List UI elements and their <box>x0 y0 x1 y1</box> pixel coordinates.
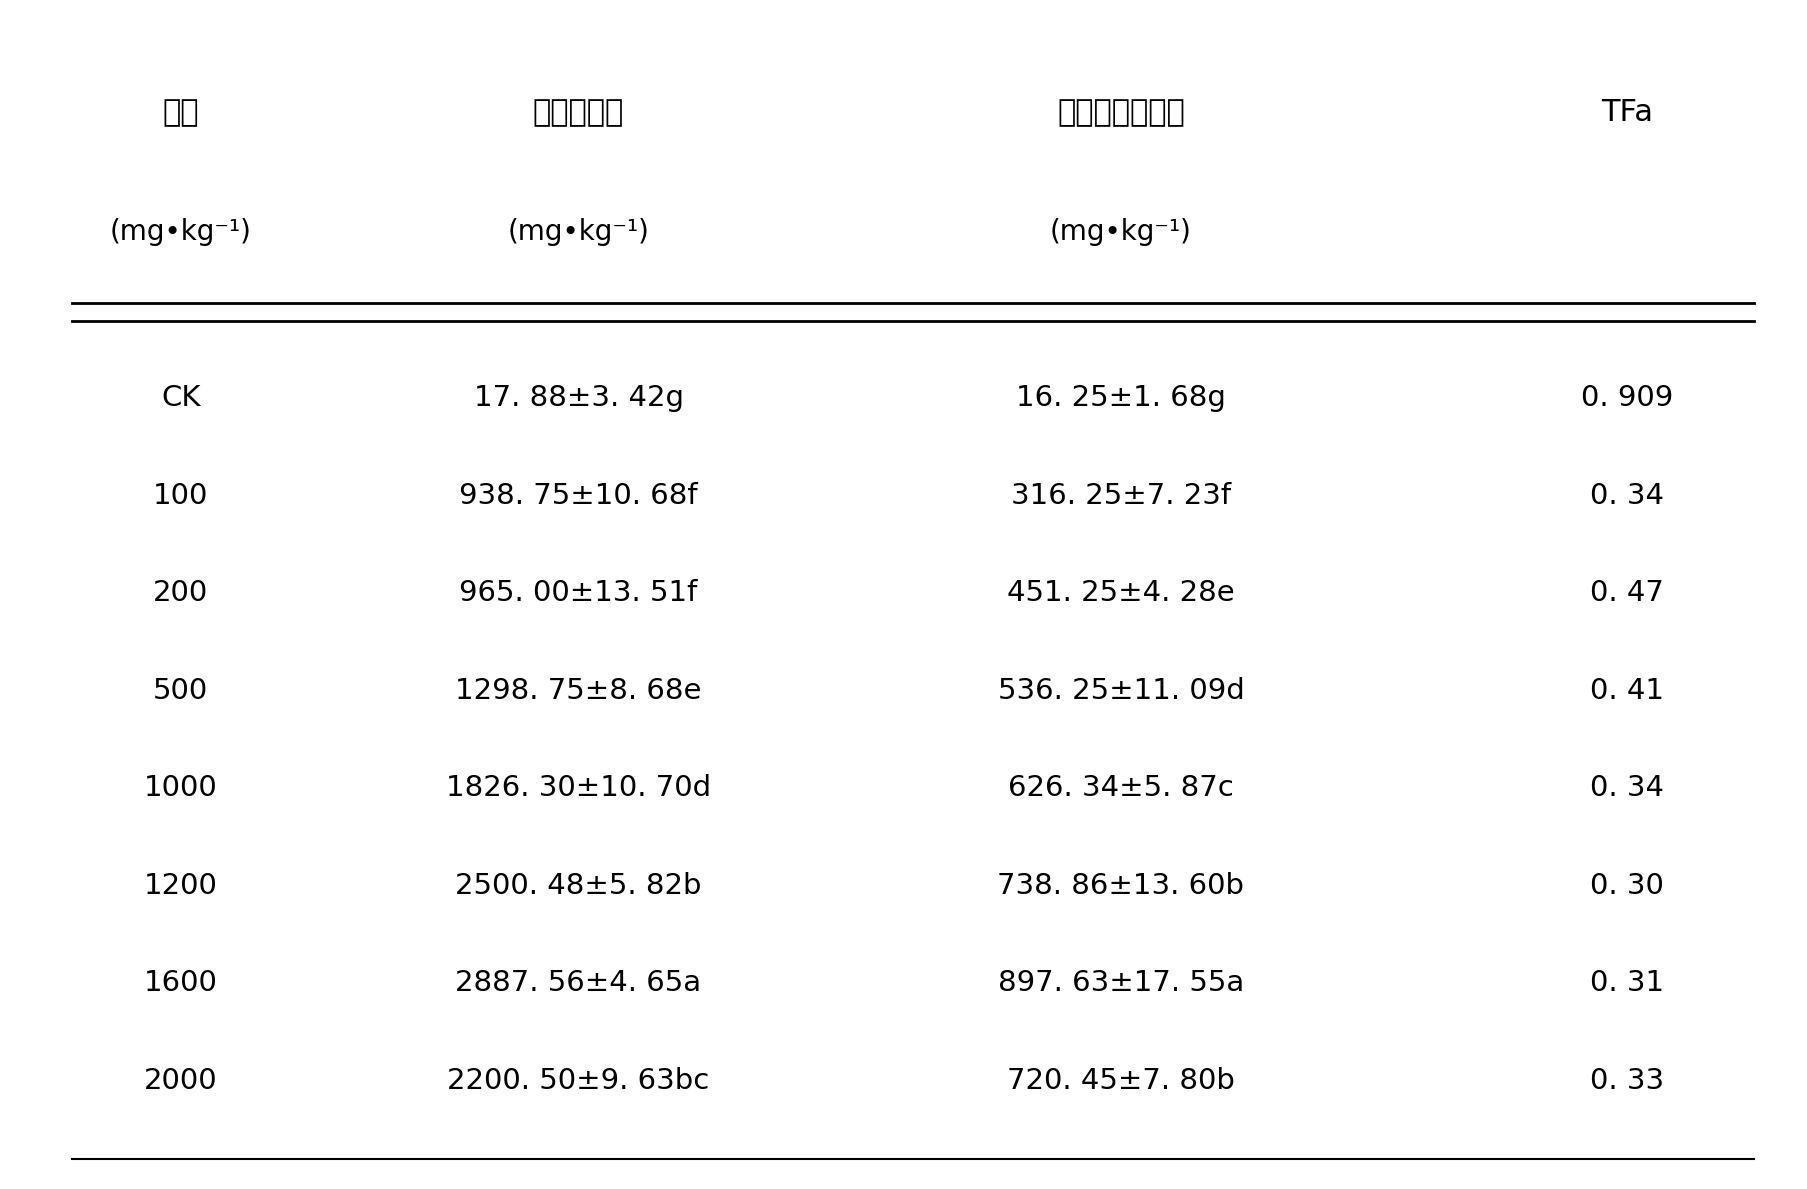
Text: 738. 86±13. 60b: 738. 86±13. 60b <box>997 872 1243 900</box>
Text: 2000: 2000 <box>145 1067 217 1095</box>
Text: 0. 34: 0. 34 <box>1590 482 1662 510</box>
Text: 组别: 组别 <box>163 99 199 127</box>
Text: 316. 25±7. 23f: 316. 25±7. 23f <box>1010 482 1231 510</box>
Text: 0. 41: 0. 41 <box>1590 677 1662 705</box>
Text: 根部富集量: 根部富集量 <box>533 99 623 127</box>
Text: 938. 75±10. 68f: 938. 75±10. 68f <box>459 482 698 510</box>
Text: 17. 88±3. 42g: 17. 88±3. 42g <box>473 384 683 413</box>
Text: 720. 45±7. 80b: 720. 45±7. 80b <box>1006 1067 1234 1095</box>
Text: TFa: TFa <box>1601 99 1652 127</box>
Text: 0. 34: 0. 34 <box>1590 774 1662 803</box>
Text: CK: CK <box>161 384 201 413</box>
Text: 2200. 50±9. 63bc: 2200. 50±9. 63bc <box>446 1067 710 1095</box>
Text: 897. 63±17. 55a: 897. 63±17. 55a <box>997 969 1243 998</box>
Text: 1826. 30±10. 70d: 1826. 30±10. 70d <box>446 774 710 803</box>
Text: 2500. 48±5. 82b: 2500. 48±5. 82b <box>455 872 701 900</box>
Text: (mg•kg⁻¹): (mg•kg⁻¹) <box>508 218 649 246</box>
Text: 16. 25±1. 68g: 16. 25±1. 68g <box>1016 384 1225 413</box>
Text: 536. 25±11. 09d: 536. 25±11. 09d <box>997 677 1243 705</box>
Text: 965. 00±13. 51f: 965. 00±13. 51f <box>459 579 698 608</box>
Text: 0. 47: 0. 47 <box>1590 579 1662 608</box>
Text: 451. 25±4. 28e: 451. 25±4. 28e <box>1006 579 1234 608</box>
Text: 2887. 56±4. 65a: 2887. 56±4. 65a <box>455 969 701 998</box>
Text: 1600: 1600 <box>145 969 217 998</box>
Text: 500: 500 <box>154 677 208 705</box>
Text: 0. 31: 0. 31 <box>1590 969 1662 998</box>
Text: 0. 30: 0. 30 <box>1590 872 1662 900</box>
Text: 200: 200 <box>154 579 208 608</box>
Text: 626. 34±5. 87c: 626. 34±5. 87c <box>1008 774 1232 803</box>
Text: 100: 100 <box>154 482 208 510</box>
Text: 0. 33: 0. 33 <box>1590 1067 1662 1095</box>
Text: 地上部分富集量: 地上部分富集量 <box>1057 99 1184 127</box>
Text: 1000: 1000 <box>145 774 217 803</box>
Text: 1200: 1200 <box>145 872 217 900</box>
Text: (mg•kg⁻¹): (mg•kg⁻¹) <box>1050 218 1191 246</box>
Text: 1298. 75±8. 68e: 1298. 75±8. 68e <box>455 677 701 705</box>
Text: 0. 909: 0. 909 <box>1579 384 1673 413</box>
Text: (mg•kg⁻¹): (mg•kg⁻¹) <box>110 218 251 246</box>
